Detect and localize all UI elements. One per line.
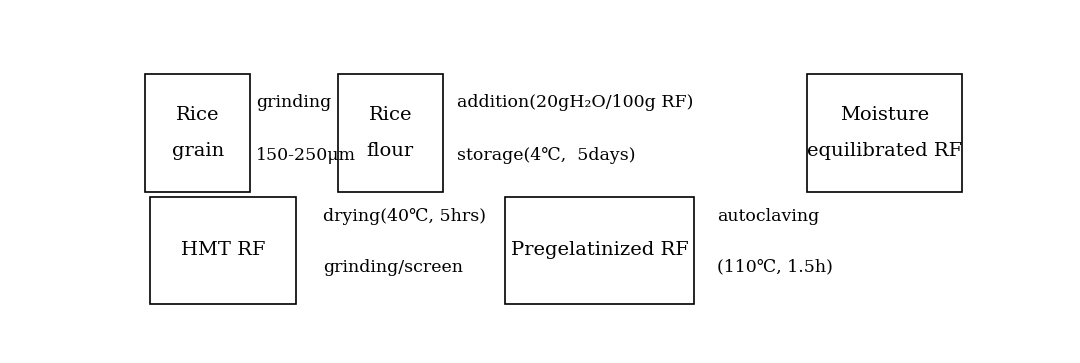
FancyBboxPatch shape bbox=[338, 74, 443, 192]
FancyBboxPatch shape bbox=[807, 74, 961, 192]
Text: grain: grain bbox=[172, 142, 224, 160]
FancyBboxPatch shape bbox=[150, 197, 296, 303]
Text: grinding: grinding bbox=[256, 94, 332, 111]
Text: Rice: Rice bbox=[176, 106, 219, 124]
Text: drying(40℃, 5hrs): drying(40℃, 5hrs) bbox=[323, 208, 486, 225]
Text: Rice: Rice bbox=[368, 106, 413, 124]
Text: autoclaving: autoclaving bbox=[717, 208, 819, 225]
Text: equilibrated RF: equilibrated RF bbox=[807, 142, 961, 160]
Text: flour: flour bbox=[367, 142, 414, 160]
Text: 150-250μm: 150-250μm bbox=[256, 147, 356, 164]
Text: grinding/screen: grinding/screen bbox=[323, 259, 463, 276]
Text: addition(20gH₂O/100g RF): addition(20gH₂O/100g RF) bbox=[457, 94, 693, 111]
Text: storage(4℃,  5days): storage(4℃, 5days) bbox=[457, 147, 636, 164]
FancyBboxPatch shape bbox=[505, 197, 693, 303]
Text: Moisture: Moisture bbox=[839, 106, 929, 124]
Text: Pregelatinized RF: Pregelatinized RF bbox=[511, 241, 688, 260]
FancyBboxPatch shape bbox=[146, 74, 251, 192]
Text: (110℃, 1.5h): (110℃, 1.5h) bbox=[717, 259, 833, 276]
Text: HMT RF: HMT RF bbox=[180, 241, 265, 260]
